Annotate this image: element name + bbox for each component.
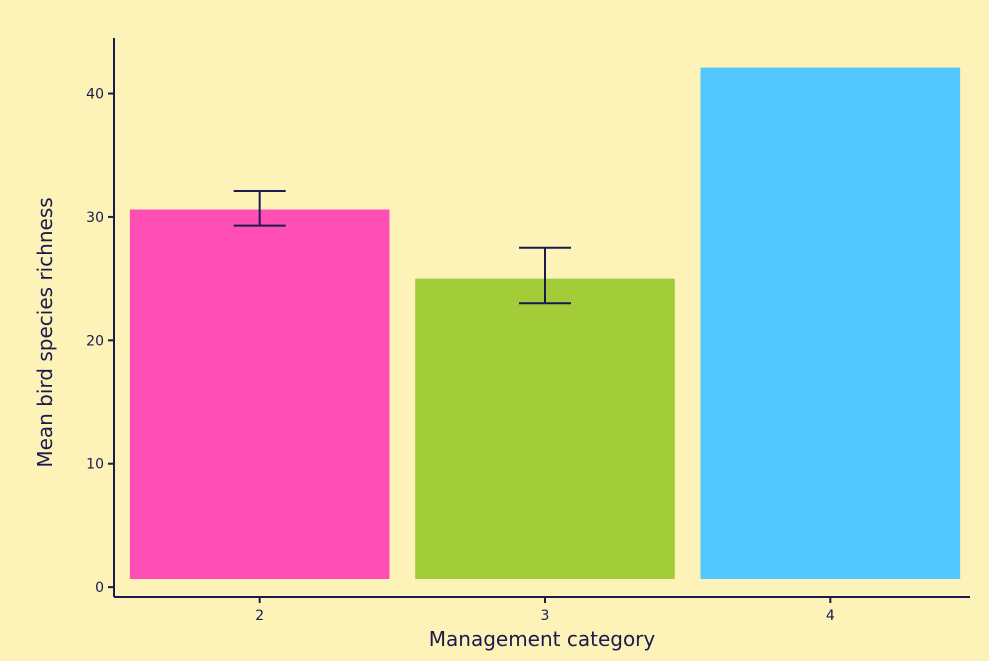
y-axis-title: Mean bird species richness bbox=[33, 197, 57, 467]
bar-3 bbox=[415, 278, 675, 579]
y-tick-label: 10 bbox=[86, 457, 104, 473]
x-tick-label: 4 bbox=[826, 608, 835, 624]
bars-layer bbox=[129, 67, 961, 579]
bar-4 bbox=[700, 67, 961, 579]
y-tick-label: 20 bbox=[86, 333, 104, 349]
y-tick-label: 30 bbox=[86, 210, 104, 226]
x-axis-title: Management category bbox=[429, 627, 656, 651]
error-bar-2 bbox=[233, 190, 286, 227]
x-tick-label: 3 bbox=[541, 608, 550, 624]
x-tick-label: 2 bbox=[255, 608, 264, 624]
errorbars-layer bbox=[233, 190, 571, 305]
axes-layer bbox=[113, 38, 970, 598]
y-ticks-layer: 0 10 20 30 40 bbox=[86, 87, 114, 596]
y-tick-label: 40 bbox=[86, 87, 104, 103]
bar-2 bbox=[129, 209, 390, 579]
error-bar-3 bbox=[519, 246, 571, 305]
x-ticks-layer: 2 3 4 bbox=[255, 597, 835, 624]
y-tick-label: 0 bbox=[95, 580, 104, 596]
